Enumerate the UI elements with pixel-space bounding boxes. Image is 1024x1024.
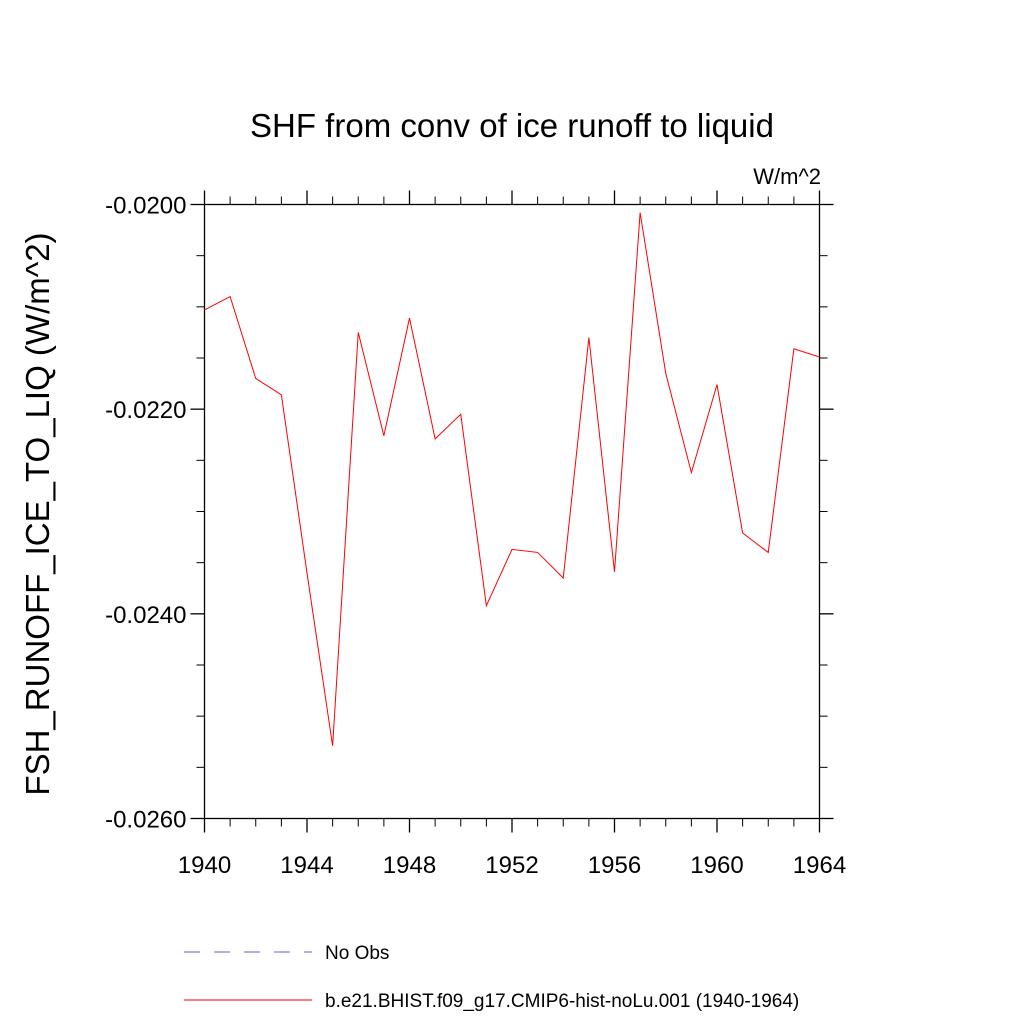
y-tick-label: -0.0220 xyxy=(105,397,186,424)
legend-label: b.e21.BHIST.f09_g17.CMIP6-hist-noLu.001 … xyxy=(325,991,799,1012)
series-lines xyxy=(204,212,820,746)
plot-frame xyxy=(203,203,821,820)
legend: No Obs b.e21.BHIST.f09_g17.CMIP6-hist-noL… xyxy=(184,943,799,1012)
x-tick-label: 1948 xyxy=(383,852,436,879)
series-line xyxy=(204,212,820,746)
units-label: W/m^2 xyxy=(753,164,821,189)
chart-title: SHF from conv of ice runoff to liquid xyxy=(250,107,774,144)
y-axis-label: FSH_RUNOFF_ICE_TO_LIQ (W/m^2) xyxy=(19,232,56,795)
x-tick-label: 1944 xyxy=(280,852,333,879)
x-tick-label: 1952 xyxy=(485,852,538,879)
axis-tick-labels: -0.0260 -0.0240 -0.0220 -0.0200 1940 1944 1948… xyxy=(105,193,846,880)
y-tick-label: -0.0260 xyxy=(105,807,186,834)
x-tick-label: 1940 xyxy=(178,852,231,879)
x-tick-label: 1956 xyxy=(588,852,641,879)
x-tick-label: 1960 xyxy=(690,852,743,879)
axis-ticks xyxy=(190,190,834,833)
y-tick-label: -0.0240 xyxy=(105,602,186,629)
x-tick-label: 1964 xyxy=(793,852,846,879)
y-tick-label: -0.0200 xyxy=(105,193,186,220)
legend-label: No Obs xyxy=(325,943,389,964)
